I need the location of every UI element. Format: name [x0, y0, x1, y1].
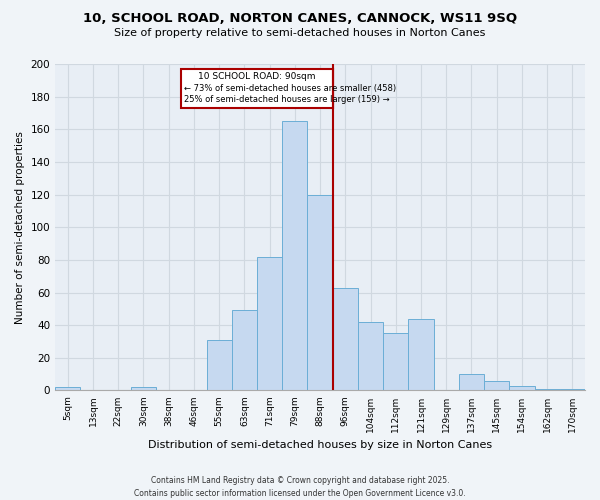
Bar — [232, 310, 257, 390]
Bar — [509, 386, 535, 390]
Bar — [560, 389, 585, 390]
Bar — [131, 387, 156, 390]
Bar — [383, 334, 409, 390]
Bar — [358, 322, 383, 390]
Bar — [409, 318, 434, 390]
X-axis label: Distribution of semi-detached houses by size in Norton Canes: Distribution of semi-detached houses by … — [148, 440, 492, 450]
Bar — [206, 340, 232, 390]
Text: 10, SCHOOL ROAD, NORTON CANES, CANNOCK, WS11 9SQ: 10, SCHOOL ROAD, NORTON CANES, CANNOCK, … — [83, 12, 517, 26]
Text: 25% of semi-detached houses are larger (159) →: 25% of semi-detached houses are larger (… — [184, 95, 389, 104]
Bar — [257, 256, 282, 390]
Text: 10 SCHOOL ROAD: 90sqm: 10 SCHOOL ROAD: 90sqm — [198, 72, 316, 81]
Bar — [307, 194, 332, 390]
Bar — [282, 121, 307, 390]
Bar — [459, 374, 484, 390]
Text: ← 73% of semi-detached houses are smaller (458): ← 73% of semi-detached houses are smalle… — [184, 84, 396, 92]
Bar — [332, 288, 358, 391]
Text: Contains HM Land Registry data © Crown copyright and database right 2025.
Contai: Contains HM Land Registry data © Crown c… — [134, 476, 466, 498]
Bar — [484, 380, 509, 390]
Text: Size of property relative to semi-detached houses in Norton Canes: Size of property relative to semi-detach… — [115, 28, 485, 38]
Bar — [181, 69, 332, 108]
Bar — [55, 387, 80, 390]
Y-axis label: Number of semi-detached properties: Number of semi-detached properties — [15, 131, 25, 324]
Bar — [535, 389, 560, 390]
